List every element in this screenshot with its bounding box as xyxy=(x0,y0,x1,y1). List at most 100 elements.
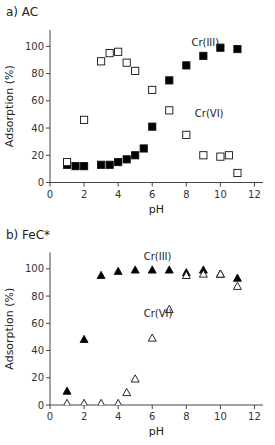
point xyxy=(97,271,105,278)
x-tick xyxy=(118,405,119,409)
marks xyxy=(63,266,241,405)
y-tick-label: 40 xyxy=(31,345,44,356)
y-axis-label: Adsorption (%) xyxy=(3,288,16,370)
point xyxy=(149,123,156,130)
point xyxy=(80,399,88,405)
y-tick xyxy=(46,268,50,269)
point xyxy=(98,58,105,65)
y-tick xyxy=(46,323,50,324)
title: b) FeC* xyxy=(6,228,50,242)
x-axis-line xyxy=(50,182,263,183)
x-tick-label: 8 xyxy=(183,189,189,200)
y-tick-label: 60 xyxy=(31,318,44,329)
title: a) AC xyxy=(6,5,38,19)
point xyxy=(97,399,105,405)
x-tick xyxy=(220,405,221,409)
y-tick-label: 100 xyxy=(25,41,44,52)
y-axis-line xyxy=(50,253,51,406)
x-tick-label: 0 xyxy=(47,189,53,200)
point xyxy=(131,266,139,273)
point xyxy=(115,48,122,55)
point xyxy=(165,266,173,273)
x-tick-label: 8 xyxy=(183,411,189,422)
annotation: Cr(VI) xyxy=(195,108,224,119)
point xyxy=(80,335,88,342)
x-tick-label: 10 xyxy=(214,189,227,200)
x-tick xyxy=(84,405,85,409)
point xyxy=(234,45,241,52)
point xyxy=(166,77,173,84)
annotation: Cr(VI) xyxy=(144,308,173,319)
point xyxy=(148,334,156,341)
x-tick-label: 6 xyxy=(149,189,155,200)
y-tick-label: 80 xyxy=(31,68,44,79)
x-axis-label: pH xyxy=(149,203,164,216)
y-tick xyxy=(46,350,50,351)
x-tick xyxy=(152,183,153,187)
point xyxy=(183,131,190,138)
x-tick xyxy=(220,183,221,187)
point xyxy=(98,161,105,168)
point xyxy=(225,152,232,159)
y-tick xyxy=(46,377,50,378)
x-tick xyxy=(84,183,85,187)
y-tick xyxy=(46,155,50,156)
y-tick xyxy=(46,182,50,183)
point xyxy=(114,267,122,274)
point xyxy=(216,270,224,277)
x-tick-label: 12 xyxy=(248,411,261,422)
point xyxy=(63,387,71,394)
point xyxy=(63,399,71,405)
point xyxy=(132,67,139,74)
x-tick xyxy=(50,405,51,409)
y-tick xyxy=(46,46,50,47)
figure: a) AC024681012020406080100pHAdsorption (… xyxy=(0,0,275,445)
y-tick-label: 80 xyxy=(31,291,44,302)
point xyxy=(131,375,139,382)
annotation: Cr(III) xyxy=(144,251,172,262)
annotation: Cr(III) xyxy=(191,37,219,48)
point xyxy=(182,271,190,278)
point xyxy=(234,169,241,176)
y-tick-label: 0 xyxy=(38,177,44,188)
point xyxy=(200,52,207,59)
point xyxy=(72,163,79,170)
x-tick-label: 10 xyxy=(214,411,227,422)
point xyxy=(132,152,139,159)
y-tick xyxy=(46,73,50,74)
y-tick xyxy=(46,128,50,129)
panel: b) FeC*024681012020406080100pHAdsorption… xyxy=(3,228,263,439)
x-tick xyxy=(118,183,119,187)
point xyxy=(140,145,147,152)
x-tick xyxy=(186,405,187,409)
y-tick-label: 40 xyxy=(31,123,44,134)
x-axis-label: pH xyxy=(149,425,164,438)
point xyxy=(115,158,122,165)
point xyxy=(233,274,241,281)
y-axis-line xyxy=(50,30,51,183)
x-tick-label: 4 xyxy=(115,189,121,200)
point xyxy=(63,158,70,165)
x-tick xyxy=(50,183,51,187)
y-tick xyxy=(46,405,50,406)
y-tick-label: 60 xyxy=(31,95,44,106)
y-tick-label: 100 xyxy=(25,263,44,274)
point xyxy=(183,62,190,69)
x-tick xyxy=(254,183,255,187)
x-tick-label: 4 xyxy=(115,411,121,422)
point xyxy=(123,156,130,163)
point xyxy=(106,161,113,168)
x-tick-label: 2 xyxy=(81,189,87,200)
point xyxy=(166,107,173,114)
point xyxy=(123,59,130,66)
y-axis-label: Adsorption (%) xyxy=(3,65,16,147)
x-tick-label: 6 xyxy=(149,411,155,422)
x-tick-label: 0 xyxy=(47,411,53,422)
y-tick-label: 0 xyxy=(38,400,44,411)
point xyxy=(123,388,131,395)
x-tick xyxy=(254,405,255,409)
x-tick xyxy=(186,183,187,187)
point xyxy=(114,399,122,405)
point xyxy=(106,50,113,57)
panel: a) AC024681012020406080100pHAdsorption (… xyxy=(3,5,263,216)
